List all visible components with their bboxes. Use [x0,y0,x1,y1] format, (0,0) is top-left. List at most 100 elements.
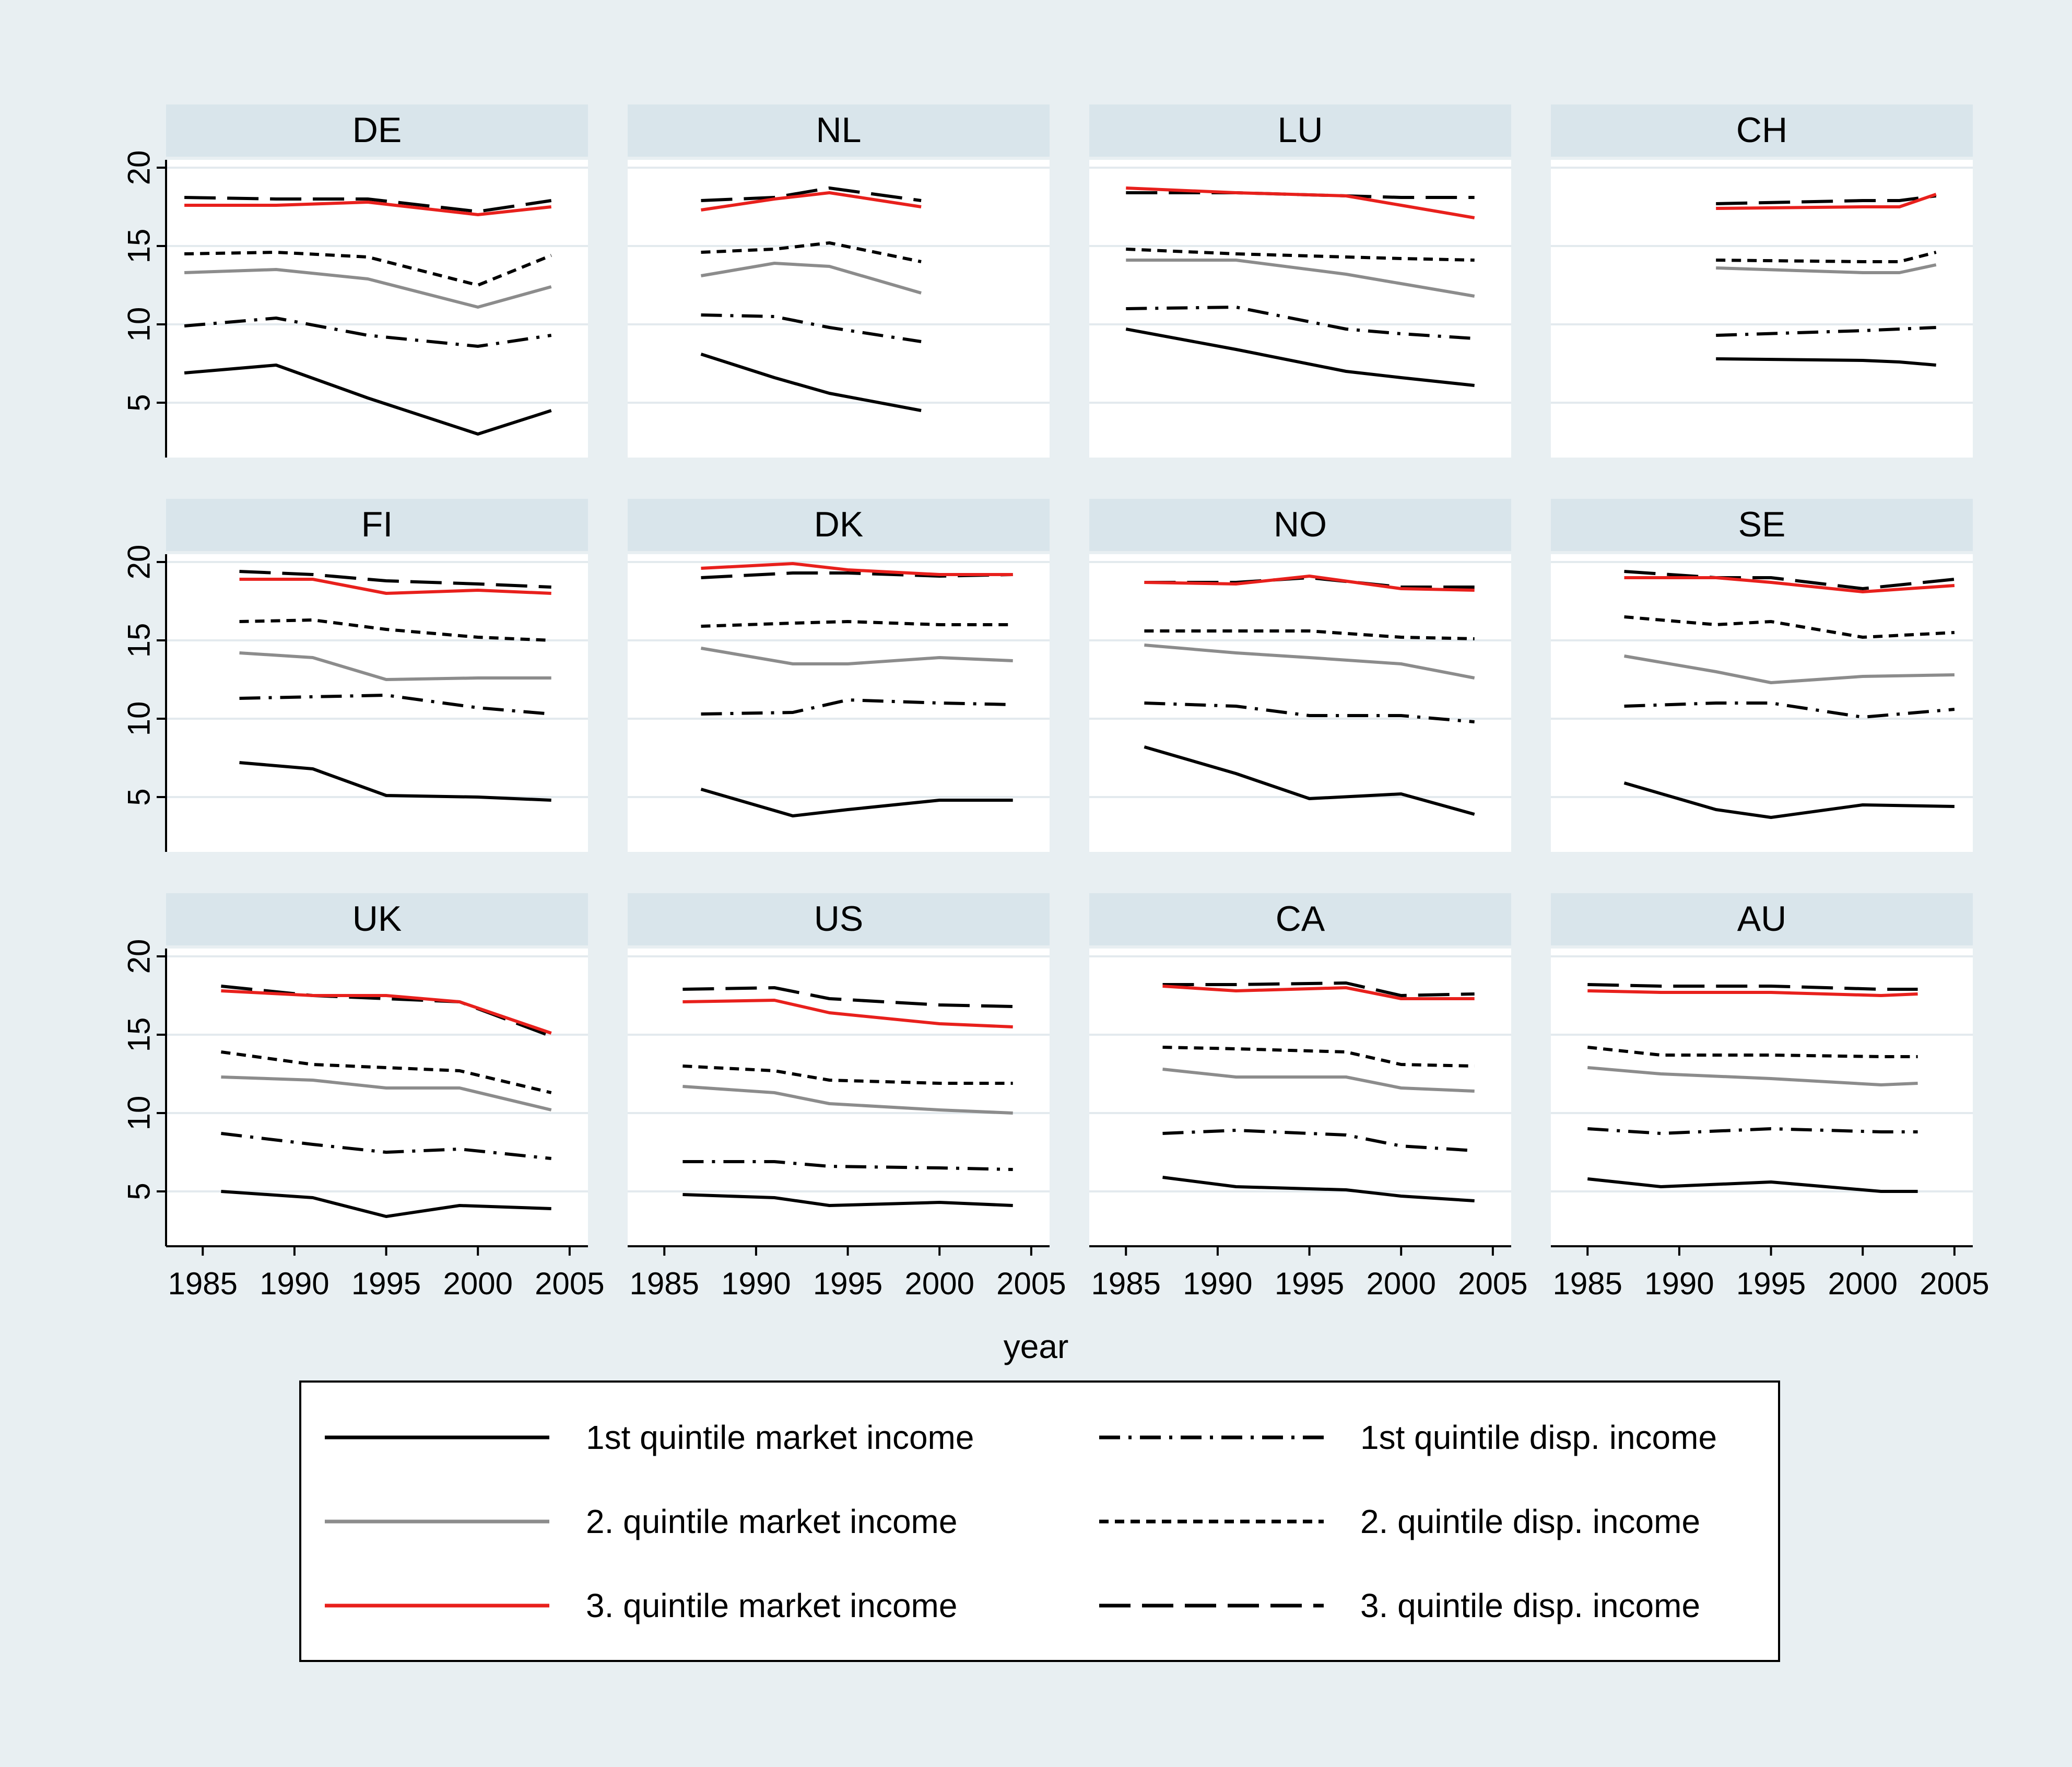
x-tick-label: 1990 [1183,1266,1252,1301]
panel-nl: NL [628,104,1050,458]
x-tick-label: 1985 [630,1266,699,1301]
series-line [1126,248,1475,262]
series-line [184,364,552,436]
series-line [701,241,922,263]
series-line [1624,570,1955,590]
series-line [701,698,1013,716]
series-line [1624,615,1955,639]
panel-title: UK [352,899,402,939]
legend-label: 1st quintile market income [586,1419,974,1456]
panel-title: SE [1738,505,1786,544]
series-line [1716,251,1937,263]
panel-ch: CH [1551,104,1973,458]
y-tick-label: 10 [122,701,157,736]
series-line [701,186,922,202]
series-line [220,1050,552,1094]
series-line [221,1190,551,1218]
panel-title: NO [1274,505,1327,544]
x-axis-title: year [1004,1328,1069,1365]
panel-header [166,104,588,157]
series-line [1144,575,1475,592]
y-tick-label: 5 [122,1183,157,1200]
x-tick-label: 2000 [443,1266,512,1301]
series-line [184,268,552,309]
legend-label: 2. quintile disp. income [1360,1503,1700,1540]
x-tick-label: 2000 [1828,1266,1897,1301]
series-line [682,986,1013,1008]
series-line [682,1085,1013,1115]
x-tick-label: 2005 [535,1266,604,1301]
x-tick-label: 1990 [1644,1266,1714,1301]
series-line [1126,306,1475,340]
y-tick-label: 5 [122,394,157,411]
panel-header [166,893,588,945]
plot-area [1551,949,1973,1246]
series-line [700,788,1013,817]
panel-au: AU 1985 1990 1995 2000 2005 [1551,893,1989,1301]
series-line [701,313,922,343]
legend-label: 3. quintile market income [586,1587,957,1624]
series-line [1126,186,1475,219]
panel-title: LU [1278,110,1323,150]
series-line [184,196,552,213]
series-line [184,317,552,348]
x-tick-label: 2000 [904,1266,974,1301]
x-tick-label: 2000 [1366,1266,1435,1301]
x-tick-label: 1985 [1553,1266,1622,1301]
panel-title: CA [1276,899,1325,939]
series-line [1126,259,1475,298]
series-line [239,694,551,716]
series-line [1716,193,1937,210]
series-line [682,999,1013,1028]
panel-header [1089,499,1511,551]
panel-ca: CA 1985 1990 1995 2000 2005 [1089,893,1528,1301]
series-line [1587,1046,1918,1058]
series-line [1144,701,1475,723]
y-tick-label: 15 [122,229,157,264]
series-line [1125,327,1475,387]
panel-title: CH [1736,110,1787,150]
series-line [221,1075,552,1111]
panel-header [1089,104,1511,157]
series-line [1716,194,1937,205]
series-line [1716,357,1936,367]
y-tick-label: 10 [122,307,157,342]
x-tick-label: 1985 [1091,1266,1161,1301]
panel-de: DE 5 10 15 20 [122,104,588,458]
panel-dk: DK [628,499,1050,852]
panel-header [1551,499,1973,551]
series-line [682,1064,1013,1085]
series-line [701,191,922,212]
series-line [700,262,922,295]
series-line [1587,1177,1918,1193]
series-line [1624,701,1955,719]
series-line [701,620,1013,628]
panel-title: US [814,899,863,939]
panel-title: DE [352,110,402,150]
series-line [1623,781,1955,819]
panel-fi: FI 5 10 15 20 [122,499,588,852]
series-line [1162,985,1475,1000]
x-tick-label: 1995 [1736,1266,1806,1301]
x-tick-label: 2005 [1920,1266,1989,1301]
series-line [1623,654,1955,684]
panel-no: NO [1089,499,1511,852]
x-tick-label: 1995 [351,1266,421,1301]
x-tick-label: 1990 [260,1266,329,1301]
panel-header [628,893,1050,945]
legend-label: 2. quintile market income [586,1503,957,1540]
panel-title: AU [1737,899,1786,939]
series-line [1587,1127,1918,1135]
y-tick-label: 10 [122,1096,157,1131]
x-tick-label: 1995 [1275,1266,1344,1301]
y-tick-label: 20 [122,545,157,580]
panel-header [166,499,588,551]
series-line [221,989,552,1035]
panel-header [628,104,1050,157]
legend-label: 3. quintile disp. income [1360,1587,1700,1624]
y-tick-label: 15 [122,1017,157,1052]
panel-title: FI [361,505,393,544]
y-tick-label: 15 [122,623,157,658]
series-line [1716,263,1937,274]
